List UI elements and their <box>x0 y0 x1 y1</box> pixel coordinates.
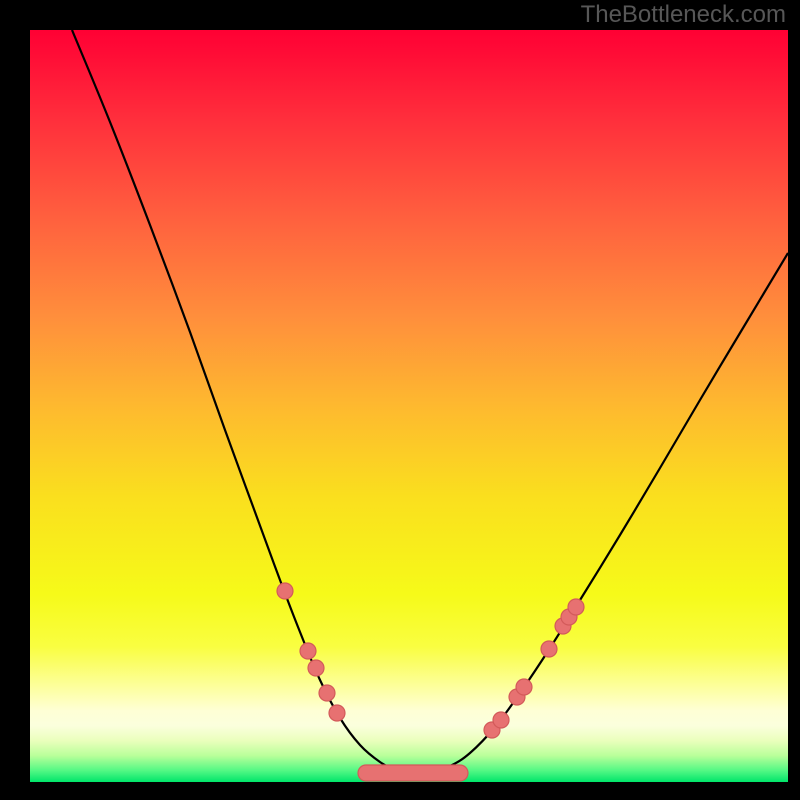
marker-dot <box>568 599 584 615</box>
marker-dot <box>308 660 324 676</box>
plot-gradient-background <box>30 30 788 782</box>
marker-dot <box>277 583 293 599</box>
marker-dot <box>541 641 557 657</box>
marker-dot <box>319 685 335 701</box>
watermark-text: TheBottleneck.com <box>581 1 786 28</box>
marker-pill <box>358 765 468 781</box>
chart-root: TheBottleneck.com <box>0 0 800 800</box>
marker-dot <box>300 643 316 659</box>
marker-dot <box>493 712 509 728</box>
bottleneck-chart: TheBottleneck.com <box>0 0 800 800</box>
marker-dot <box>516 679 532 695</box>
marker-dot <box>329 705 345 721</box>
